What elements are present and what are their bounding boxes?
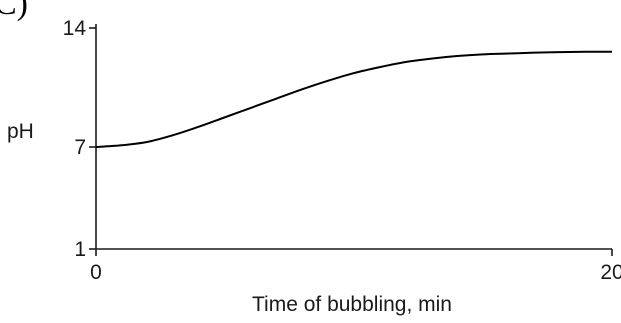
x-tick-label: 0 [90,261,102,284]
x-tick-label: 20 [600,261,621,284]
y-tick-label: 14 [63,17,87,40]
y-tick-label: 1 [74,238,86,261]
plot-area: 1 7 14 0 20 [63,17,621,284]
panel-label: C) [0,0,28,22]
y-tick-label: 7 [74,136,86,159]
x-axis-label: Time of bubbling, min [252,293,452,316]
series-line [95,50,613,148]
y-axis-label: pH [7,120,34,143]
